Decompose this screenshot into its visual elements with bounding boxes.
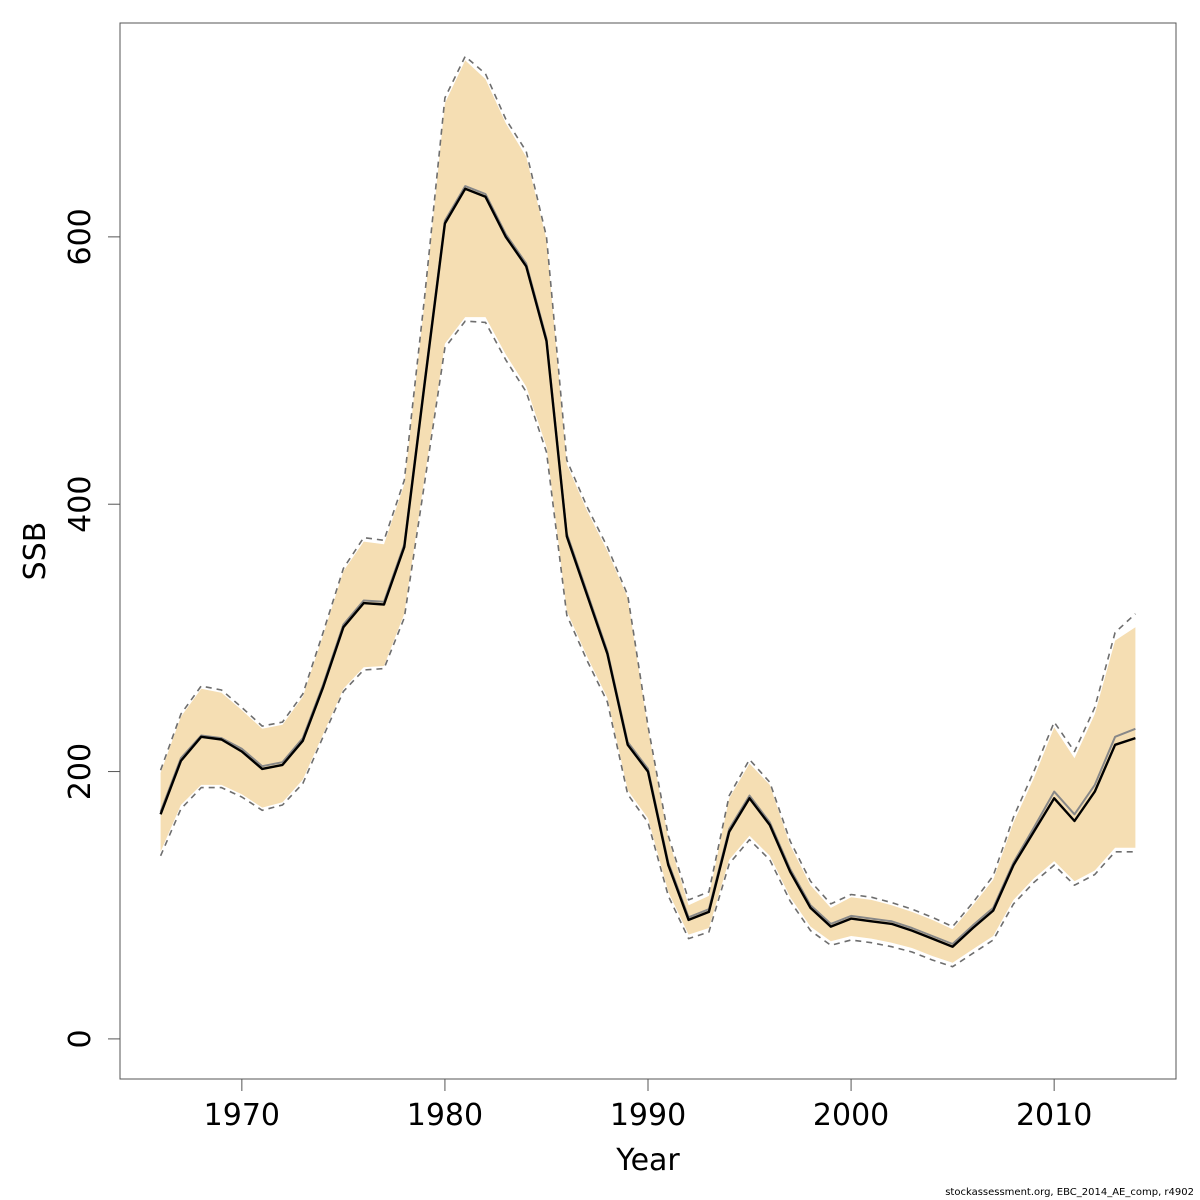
y-axis-title: SSB — [18, 522, 53, 581]
lower-ci-line — [159, 320, 1136, 968]
y-tick-label: 600 — [63, 208, 98, 265]
y-tick-label: 200 — [63, 743, 98, 800]
x-tick-label: 2000 — [813, 1098, 889, 1133]
x-tick-label: 2010 — [1016, 1098, 1092, 1133]
footer-credit: stockassessment.org, EBC_2014_AE_comp, r… — [945, 1187, 1194, 1198]
x-tick-label: 1980 — [407, 1098, 483, 1133]
confidence-band — [160, 60, 1136, 963]
plot-layer — [159, 55, 1136, 968]
x-tick-label: 1970 — [204, 1098, 280, 1133]
x-tick-label: 1990 — [610, 1098, 686, 1133]
ssb-estimate-line — [159, 187, 1136, 948]
upper-ci-line — [159, 55, 1136, 928]
y-tick-label: 0 — [63, 1029, 98, 1048]
x-axis-title: Year — [615, 1143, 680, 1178]
x-axis: 1970 1980 1990 2000 2010 — [204, 1079, 1092, 1133]
y-axis: 0 200 400 600 — [63, 208, 120, 1048]
y-tick-label: 400 — [63, 476, 98, 533]
